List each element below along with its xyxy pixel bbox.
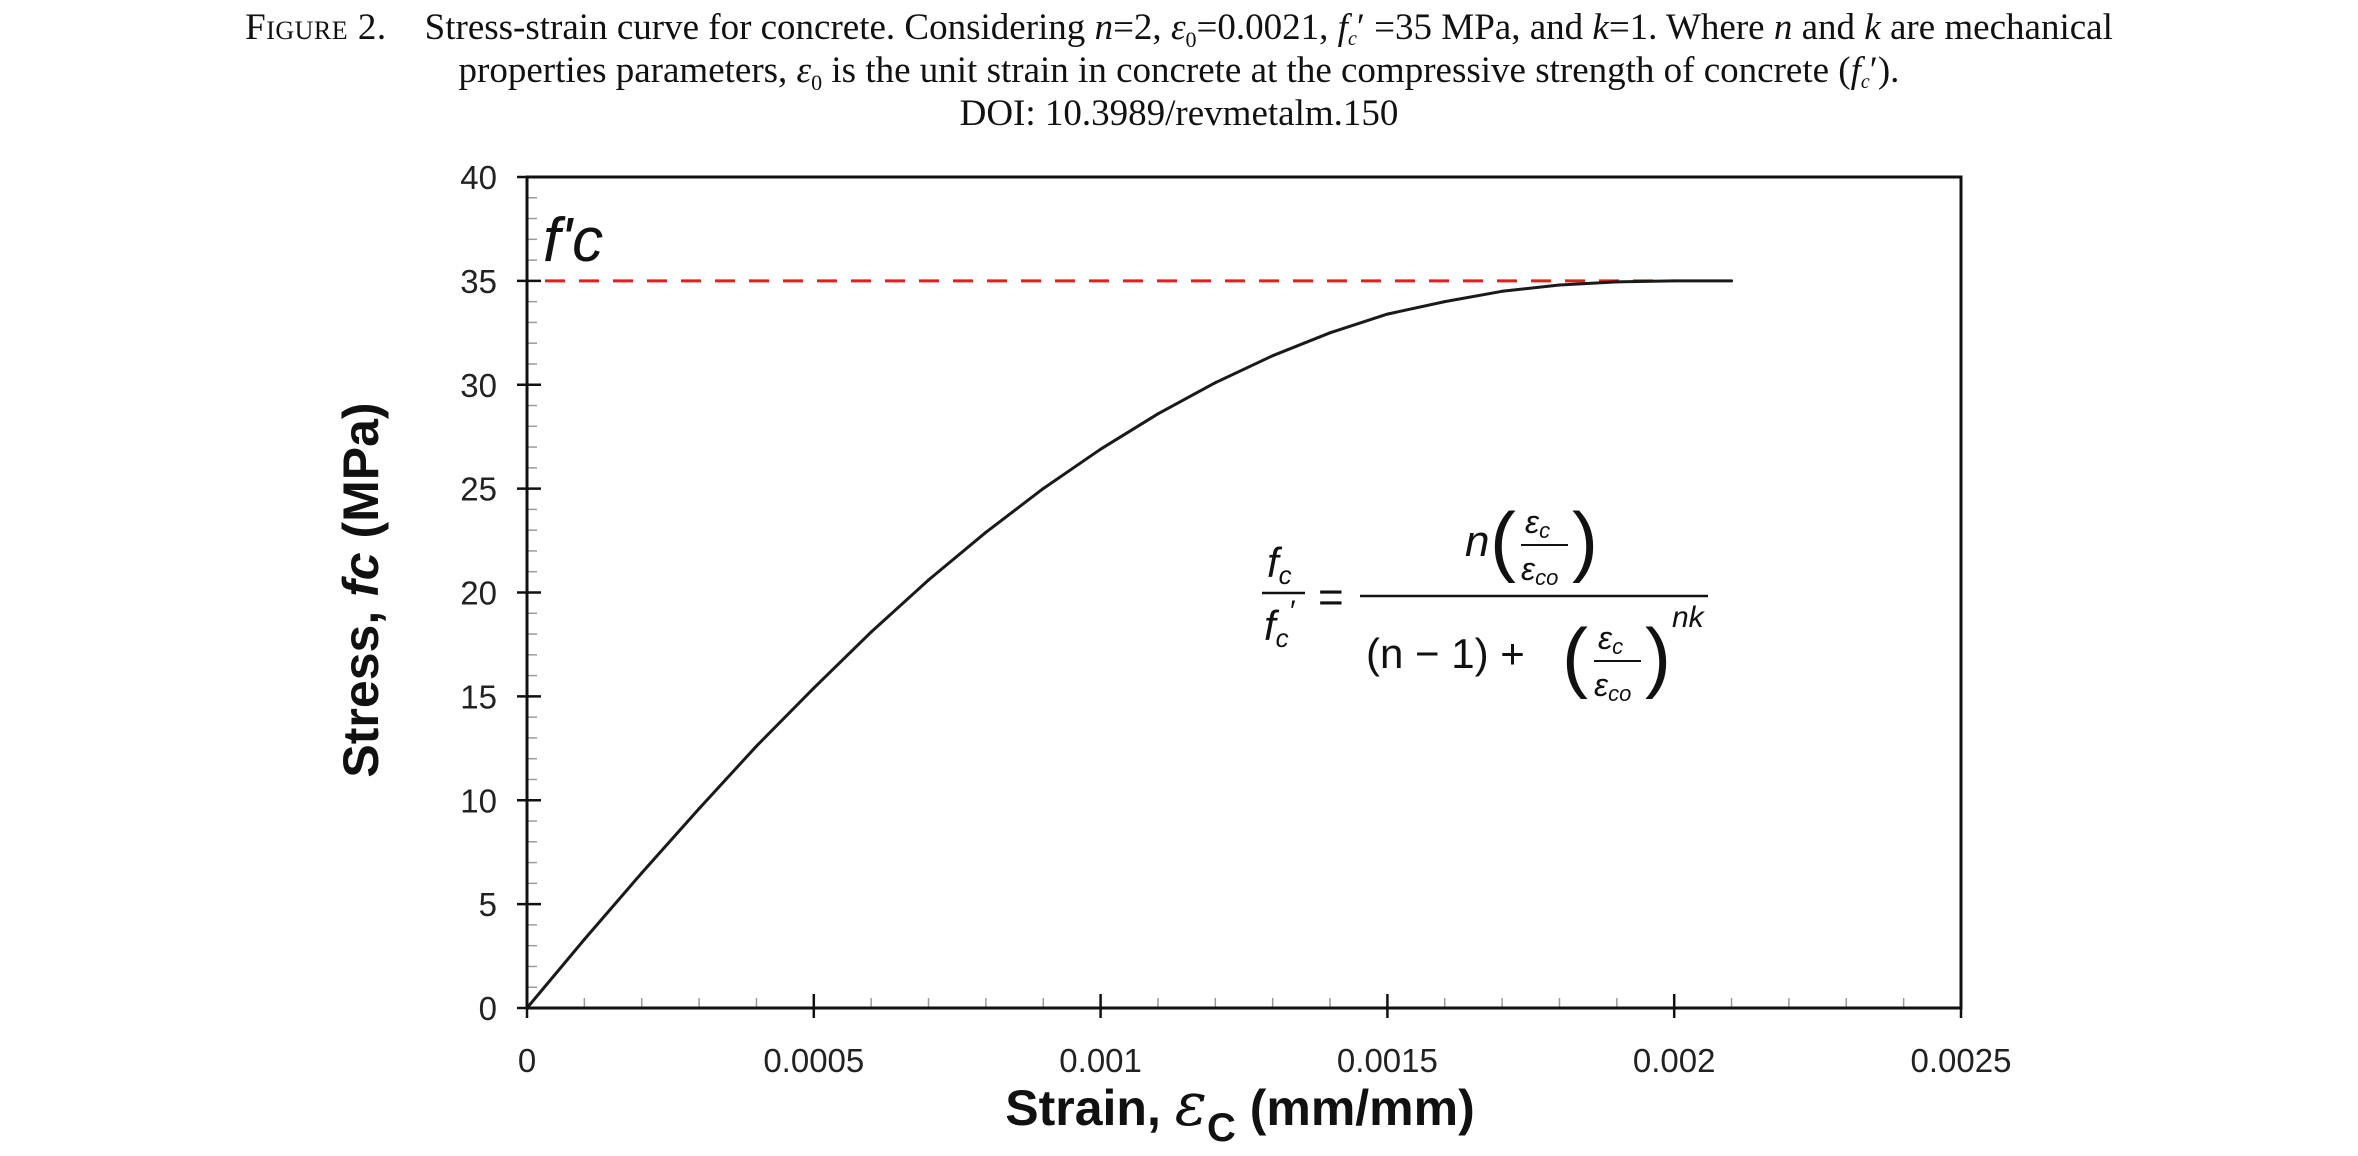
y-tick-label: 40 <box>460 159 497 196</box>
data-point <box>1213 381 1217 385</box>
equation-lhs-numerator: fc <box>1267 539 1292 590</box>
caption-text: =2, <box>1113 7 1171 48</box>
data-point <box>1041 487 1045 491</box>
y-tick-label: 0 <box>479 990 497 1027</box>
equation: fc fc′ = n ( εc εco ) (n − 1) + ( εc εco… <box>1262 496 1708 706</box>
caption-var-epsilon: ε <box>1170 7 1186 48</box>
caption-doi: DOI: 10.3989/revmetalm.150 <box>959 93 1399 134</box>
equation-lhs-denominator: fc′ <box>1264 595 1296 653</box>
reference-line-label: f'c <box>543 206 603 275</box>
caption-text: =1. Where <box>1608 7 1774 48</box>
data-point <box>1500 289 1504 293</box>
figure-label: Figure 2. <box>245 7 387 48</box>
data-point <box>1099 447 1103 451</box>
equation-denominator-eps-co: εco <box>1594 667 1631 706</box>
x-tick-labels: 0 0.0005 0.001 0.0015 0.002 0.0025 <box>518 1042 2012 1079</box>
x-tick-label: 0 <box>518 1042 536 1079</box>
y-tick-label: 25 <box>460 471 497 508</box>
major-ticks <box>517 175 1963 1018</box>
data-point <box>1156 412 1160 416</box>
caption-text: Stress-strain curve for concrete. Consid… <box>424 7 1095 48</box>
equation-denominator-term: (n − 1) + <box>1366 630 1525 677</box>
y-tick-label: 30 <box>460 367 497 404</box>
data-point <box>869 630 873 634</box>
equation-numerator-eps-co: εco <box>1521 551 1558 590</box>
caption-line-2: properties parameters, ε0 is the unit st… <box>0 49 2358 95</box>
y-tick-label: 5 <box>479 886 497 923</box>
data-point <box>582 937 586 941</box>
series-group <box>525 279 1734 1010</box>
y-tick-label: 35 <box>460 263 497 300</box>
y-tick-label: 10 <box>460 782 497 819</box>
data-point <box>927 578 930 582</box>
x-tick-label: 0.0025 <box>1911 1042 2012 1079</box>
stress-strain-curve <box>525 279 1732 1009</box>
caption-subscript: 0 <box>1185 27 1197 52</box>
equation-numerator-n: n <box>1465 517 1489 566</box>
data-point <box>1271 354 1275 358</box>
equation-equals: = <box>1318 573 1344 622</box>
data-point <box>1443 300 1447 304</box>
caption-text: =0.0021, <box>1196 7 1338 48</box>
data-point <box>1328 331 1332 335</box>
data-point <box>697 807 701 811</box>
y-tick-label: 15 <box>460 678 497 715</box>
caption-text: ). <box>1877 50 1900 91</box>
x-tick-label: 0.0015 <box>1337 1042 1438 1079</box>
equation-numerator-paren-open: ( <box>1490 496 1516 584</box>
x-tick-label: 0.002 <box>1633 1042 1716 1079</box>
data-point <box>984 530 988 534</box>
caption-var-n: n <box>1094 7 1114 48</box>
data-point <box>1615 280 1619 284</box>
x-tick-label: 0.001 <box>1059 1042 1142 1079</box>
caption-var-k: k <box>1864 7 1881 48</box>
data-point <box>1730 279 1734 283</box>
caption-line-1: Figure 2. Stress-strain curve for concret… <box>0 6 2358 52</box>
equation-denominator-paren-close: ) <box>1645 612 1671 700</box>
caption-text: =35 MPa, and <box>1364 7 1593 48</box>
caption-subscript: c <box>1860 71 1870 93</box>
caption-var-f: f <box>1337 7 1348 48</box>
caption-var-k: k <box>1592 7 1609 48</box>
y-axis-title: Stress, fc (MPa) <box>333 402 389 777</box>
equation-numerator-paren-close: ) <box>1572 496 1598 584</box>
y-tick-label: 20 <box>460 575 497 612</box>
caption-text: and <box>1792 7 1865 48</box>
caption-subscript: 0 <box>811 70 823 95</box>
equation-denominator-eps-c: εc <box>1598 620 1623 659</box>
equation-exponent: nk <box>1672 601 1706 634</box>
equation-denominator-paren-open: ( <box>1562 612 1588 700</box>
caption-text: are mechanical <box>1880 7 2113 48</box>
x-tick-label: 0.0005 <box>763 1042 864 1079</box>
caption-var-f: f <box>1850 50 1861 91</box>
caption-prime: ′ <box>1869 50 1878 91</box>
data-point <box>1385 312 1389 316</box>
caption-var-n: n <box>1773 7 1793 48</box>
plot-frame <box>525 175 1963 1010</box>
minor-ticks <box>527 197 1905 1008</box>
caption-text: properties parameters, <box>458 50 797 91</box>
caption-subscript: c <box>1347 28 1357 50</box>
data-point <box>754 744 758 748</box>
caption-text: is the unit strain in concrete at the co… <box>822 50 1851 91</box>
caption-prime: ′ <box>1356 7 1365 48</box>
data-point <box>812 686 816 690</box>
data-point <box>1558 283 1561 287</box>
y-tick-labels: 0 5 10 15 20 25 30 35 40 <box>460 159 497 1027</box>
data-point <box>1672 279 1676 283</box>
equation-numerator-eps-c: εc <box>1525 504 1550 543</box>
caption-var-epsilon: ε <box>796 50 812 91</box>
x-axis-title: Strain, εC (mm/mm) <box>1005 1070 1475 1150</box>
figure-caption: Figure 2. Stress-strain curve for concret… <box>0 6 2358 135</box>
data-point <box>640 871 644 875</box>
